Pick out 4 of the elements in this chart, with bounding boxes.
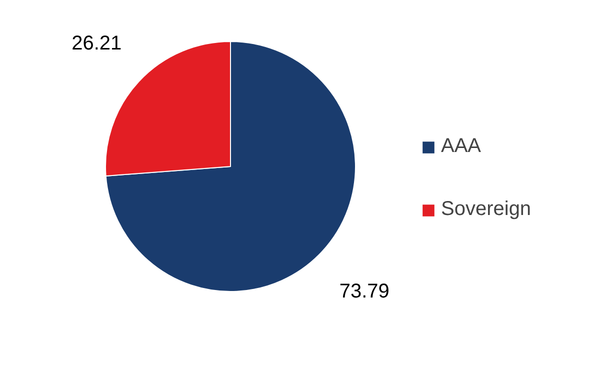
- legend-label: AAA: [441, 135, 482, 158]
- data-label: 73.79: [339, 280, 390, 303]
- data-label: 26.21: [72, 32, 122, 54]
- legend-label: Sovereign: [441, 198, 532, 221]
